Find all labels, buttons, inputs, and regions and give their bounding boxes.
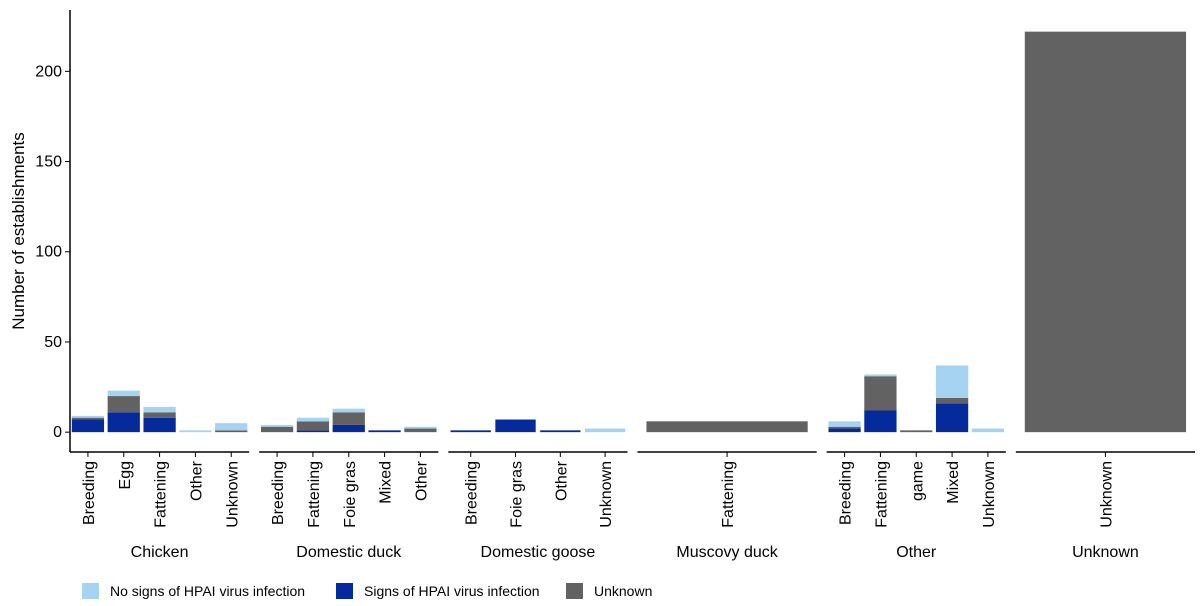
bar-segment-signs	[935, 403, 969, 433]
y-tick-label: 0	[53, 424, 62, 441]
bar-segment-signs	[864, 410, 897, 433]
bar-segment-no-signs	[935, 365, 969, 398]
bar-segment-signs	[107, 412, 140, 433]
x-tick-label: Mixed	[378, 461, 395, 504]
bar-segment-unknown	[1024, 31, 1187, 433]
x-tick-label: Other	[413, 460, 430, 501]
x-tick-label: Breeding	[81, 461, 98, 525]
y-tick-label: 50	[44, 334, 62, 351]
x-tick-label: Mixed	[945, 461, 962, 504]
x-tick-label: game	[909, 461, 926, 501]
x-tick-label: Breeding	[464, 461, 481, 525]
bar-segment-unknown	[296, 421, 330, 431]
facet-label: Domestic goose	[481, 544, 596, 561]
facet-label: Other	[896, 544, 937, 561]
legend: No signs of HPAI virus infection Signs of…	[82, 583, 652, 599]
x-tick-label: Egg	[117, 461, 134, 489]
bar-segment-no-signs	[143, 406, 176, 413]
x-tick-label: Unknown	[224, 461, 241, 528]
plot-area: 0 50 100 150 200 Breeding Egg Fattening Other Unk…	[35, 10, 1195, 561]
bar-segment-no-signs	[260, 424, 294, 427]
x-tick-label: Breeding	[270, 461, 287, 525]
bar-segment-signs	[540, 430, 581, 433]
x-tick-label: Breeding	[838, 461, 855, 525]
bar-segment-signs	[71, 419, 105, 433]
y-tick-label: 100	[35, 244, 62, 261]
bar-segment-signs	[332, 424, 365, 433]
bar-segment-no-signs	[584, 428, 626, 433]
bar-segment-signs	[495, 419, 536, 433]
x-tick-label: Foie gras	[509, 461, 526, 528]
facet-label: Unknown	[1072, 544, 1139, 561]
bar-segment-no-signs	[71, 415, 105, 418]
bar-segment-unknown	[935, 397, 969, 404]
bar-segment-signs	[296, 430, 330, 433]
bar-segment-signs	[450, 430, 491, 433]
legend-swatch-unknown	[566, 583, 583, 599]
x-tick-label: Fattening	[873, 461, 890, 528]
bar-segment-unknown	[646, 421, 808, 433]
facet-label: Domestic duck	[296, 544, 402, 561]
facet-label: Muscovy duck	[676, 544, 778, 561]
bar-segment-unknown	[143, 412, 176, 418]
bar-segment-no-signs	[296, 417, 330, 422]
bar-segment-unknown	[215, 430, 248, 433]
bar-segment-unknown	[404, 428, 437, 433]
legend-swatch-no-signs	[82, 583, 99, 599]
bar-segment-no-signs	[332, 408, 365, 413]
y-tick-label: 150	[35, 154, 62, 171]
legend-label: Unknown	[594, 583, 652, 599]
x-tick-label: Unknown	[598, 461, 615, 528]
x-tick-label: Fattening	[306, 461, 323, 528]
bar-segment-no-signs	[404, 426, 437, 429]
x-tick-label: Fattening	[153, 461, 170, 528]
bar-segment-signs	[828, 428, 861, 433]
x-tick-label: Unknown	[981, 461, 998, 528]
bar-segment-unknown	[107, 396, 140, 413]
x-tick-label: Fattening	[720, 461, 737, 528]
bar-segment-no-signs	[215, 423, 248, 431]
bar-segment-signs	[368, 430, 401, 433]
bar-segment-unknown	[900, 430, 933, 433]
bar-segment-no-signs	[828, 421, 861, 427]
bar-segment-signs	[143, 417, 176, 433]
bar-segment-no-signs	[864, 374, 897, 377]
y-tick-label: 200	[35, 63, 62, 80]
x-tick-label: Foie gras	[342, 461, 359, 528]
legend-label: Signs of HPAI virus infection	[364, 583, 540, 599]
legend-label: No signs of HPAI virus infection	[110, 583, 305, 599]
bar-segment-unknown	[864, 376, 897, 411]
bar-segment-no-signs	[971, 428, 1005, 433]
bar-segment-unknown	[828, 426, 861, 429]
legend-swatch-signs	[336, 583, 353, 599]
x-tick-label: Unknown	[1098, 461, 1115, 528]
bar-segment-no-signs	[107, 390, 140, 397]
bar-segment-unknown	[260, 426, 294, 433]
y-axis-title: Number of establishments	[9, 132, 28, 329]
bar-segment-unknown	[71, 417, 105, 420]
bar-segment-unknown	[332, 412, 365, 425]
x-tick-label: Other	[188, 460, 205, 501]
x-tick-label: Other	[553, 460, 570, 501]
bar-segment-no-signs	[179, 430, 212, 433]
facet-label: Chicken	[131, 544, 189, 561]
